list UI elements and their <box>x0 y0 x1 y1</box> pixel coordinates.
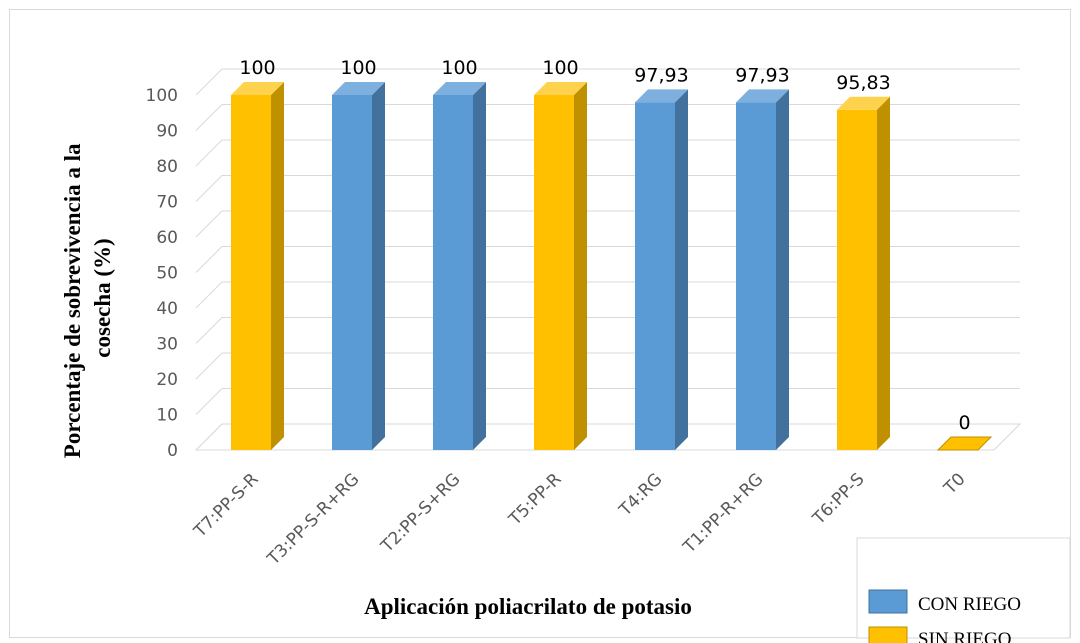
bar-top <box>231 82 284 95</box>
gridline <box>195 175 1020 202</box>
legend-swatch-con-riego <box>868 589 908 614</box>
bar-front <box>433 95 473 450</box>
bar-front <box>332 95 372 450</box>
data-label: 95,83 <box>836 72 890 94</box>
gridline <box>195 104 1020 131</box>
y-tick-label: 50 <box>156 264 178 284</box>
y-axis-title-line-2: cosecha (%) <box>90 238 115 357</box>
bar-front <box>736 102 776 450</box>
x-tick-label: T7:PP-S-R <box>190 469 263 542</box>
y-axis-ticks: 0 10 20 30 40 50 60 70 80 90 100 <box>146 86 178 461</box>
y-tick-label: 80 <box>156 157 178 177</box>
gridline <box>195 68 1020 96</box>
data-label: 100 <box>239 57 275 79</box>
legend-swatch-sin-riego <box>868 626 908 643</box>
bar-top <box>433 82 486 95</box>
x-axis-title: Aplicación poliacrilato de potasio <box>364 594 692 619</box>
bar <box>332 82 385 450</box>
data-label: 100 <box>542 57 578 79</box>
gridline <box>195 423 1020 451</box>
gridline <box>195 246 1020 273</box>
gridline <box>195 388 1020 415</box>
gridline <box>195 210 1020 238</box>
bar-side <box>372 82 385 450</box>
y-tick-label: 20 <box>156 370 178 390</box>
legend-box <box>856 537 1071 639</box>
x-tick-label: T2:PP-S+RG <box>377 469 465 557</box>
data-labels: 100 100 100 100 97,93 97,93 95,83 0 <box>239 57 970 434</box>
y-tick-label: 100 <box>146 86 178 106</box>
x-axis-ticks: T7:PP-S-R T3:PP-S-R+RG T2:PP-S+RG T5:PP-R T4… <box>190 469 970 570</box>
bar-side <box>574 82 587 450</box>
x-tick-label: T6:PP-S <box>808 469 868 529</box>
gridline <box>195 281 1020 309</box>
x-tick-label: T4:RG <box>615 469 667 521</box>
x-tick-label: T0 <box>940 469 970 499</box>
y-axis-title: Porcentaje de sobrevivencia a la cosecha… <box>60 138 115 458</box>
bar-top <box>736 89 789 103</box>
bar-top <box>837 96 890 110</box>
y-tick-label: 0 <box>167 441 178 461</box>
data-label: 97,93 <box>735 64 789 86</box>
y-tick-label: 70 <box>156 193 178 213</box>
bar-side <box>271 82 284 450</box>
bar <box>736 89 789 450</box>
bar-front <box>635 102 675 450</box>
bar-side <box>877 96 890 450</box>
x-tick-label: T1:PP-R+RG <box>679 469 768 558</box>
bar-side <box>473 82 486 450</box>
data-label: 0 <box>958 412 970 434</box>
bar <box>433 82 486 450</box>
y-tick-label: 90 <box>156 122 178 142</box>
legend: CON RIEGO SIN RIEGO <box>856 537 1071 643</box>
data-label: 100 <box>441 57 477 79</box>
bar-top <box>534 82 587 95</box>
bar <box>534 82 587 450</box>
bar-top <box>635 89 688 103</box>
bar <box>635 89 688 450</box>
x-tick-label: T3:PP-S-R+RG <box>263 469 364 570</box>
y-tick-label: 40 <box>156 299 178 319</box>
legend-label-con-riego: CON RIEGO <box>918 594 1021 615</box>
bar <box>936 436 993 451</box>
y-tick-label: 60 <box>156 228 178 248</box>
bars <box>231 82 993 451</box>
data-label: 100 <box>340 57 376 79</box>
y-tick-label: 10 <box>156 406 178 426</box>
y-tick-label: 30 <box>156 335 178 355</box>
bar-front <box>837 109 877 450</box>
bar <box>837 96 890 450</box>
y-axis-title-line-1: Porcentaje de sobrevivencia a la <box>60 143 85 458</box>
bar-side <box>675 89 688 450</box>
gridline <box>195 317 1020 344</box>
bar-side <box>776 89 789 450</box>
legend-label-sin-riego: SIN RIEGO <box>918 629 1011 643</box>
plot-floor <box>194 423 1022 451</box>
gridline <box>195 139 1020 167</box>
gridline <box>195 352 1020 380</box>
x-tick-label: T5:PP-R <box>505 469 566 530</box>
gridlines <box>194 68 1022 451</box>
bar-top <box>936 436 993 451</box>
bar <box>231 82 284 450</box>
bar-front <box>231 95 271 450</box>
bar-front <box>534 95 574 450</box>
bar-top <box>332 82 385 95</box>
data-label: 97,93 <box>634 64 688 86</box>
